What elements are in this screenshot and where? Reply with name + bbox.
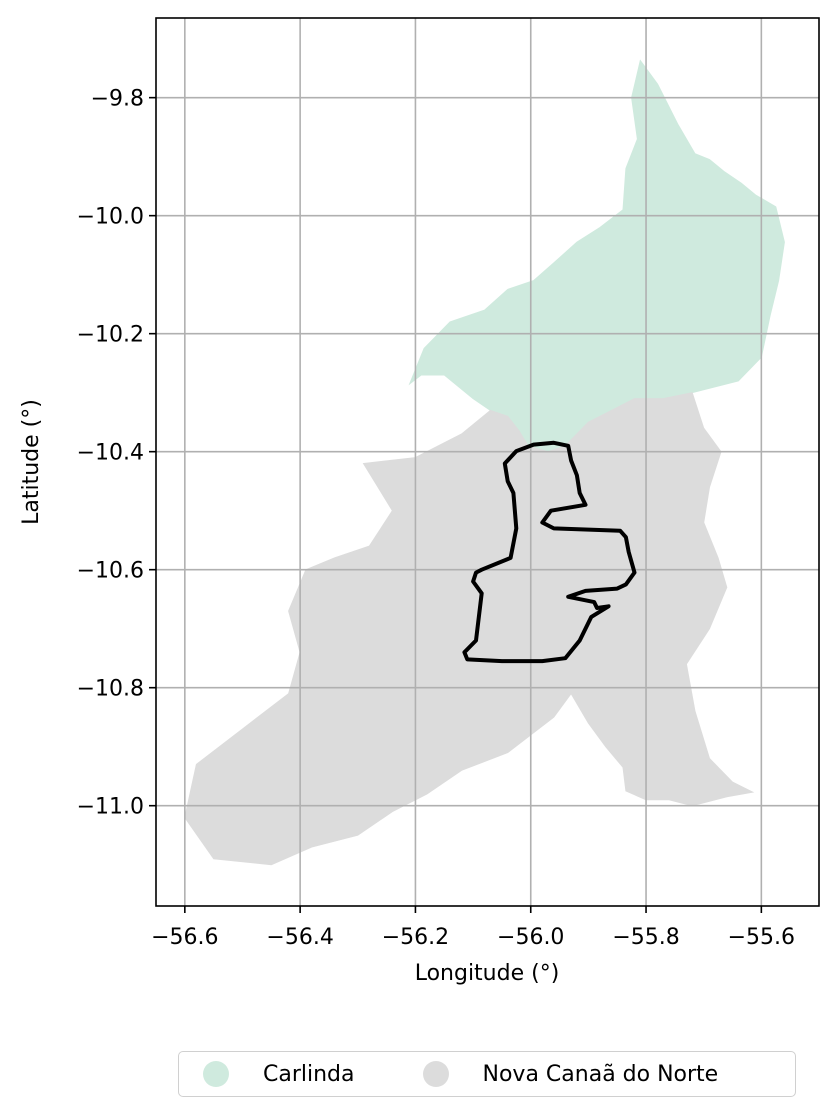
y-axis-ticks: −9.8 −10.0 −10.2 −10.4 −10.6 −10.8 −11.0 — [77, 87, 156, 820]
legend: Carlinda Nova Canaã do Norte — [178, 1051, 796, 1097]
region-nova-canaa-do-norte — [184, 392, 755, 866]
gridlines — [156, 18, 819, 906]
y-tick-label: −10.4 — [77, 441, 144, 466]
boundary-outline — [462, 440, 637, 664]
x-tick-label: −56.6 — [151, 925, 218, 950]
y-tick-label: −10.2 — [77, 323, 144, 348]
x-tick-label: −55.6 — [728, 925, 795, 950]
y-tick-label: −10.0 — [77, 205, 144, 230]
x-tick-label: −56.0 — [497, 925, 564, 950]
legend-swatch-carlinda — [203, 1061, 229, 1087]
legend-swatch-nova-canaa-do-norte — [422, 1061, 449, 1087]
legend-item-carlinda: Carlinda — [203, 1061, 355, 1087]
x-tick-label: −55.8 — [612, 925, 679, 950]
x-axis-title: Longitude (°) — [415, 961, 560, 986]
x-tick-label: −56.2 — [382, 925, 449, 950]
axes-frame — [155, 17, 820, 907]
legend-label-nova-canaa-do-norte: Nova Canaã do Norte — [482, 1061, 719, 1087]
map-regions — [184, 59, 785, 866]
y-axis-title: Latitude (°) — [19, 399, 44, 525]
legend-item-nova-canaa-do-norte: Nova Canaã do Norte — [422, 1061, 719, 1087]
x-tick-label: −56.4 — [266, 925, 333, 950]
area-outline — [462, 440, 637, 664]
x-axis-ticks: −56.6 −56.4 −56.2 −56.0 −55.8 −55.6 — [151, 906, 795, 950]
map-figure: −56.6 −56.4 −56.2 −56.0 −55.8 −55.6 −9.8 −10.0… — [19, 17, 820, 986]
y-tick-label: −9.8 — [91, 87, 144, 112]
legend-label-carlinda: Carlinda — [263, 1061, 355, 1087]
y-tick-label: −11.0 — [77, 795, 144, 820]
y-tick-label: −10.6 — [77, 559, 144, 584]
y-tick-label: −10.8 — [77, 677, 144, 702]
